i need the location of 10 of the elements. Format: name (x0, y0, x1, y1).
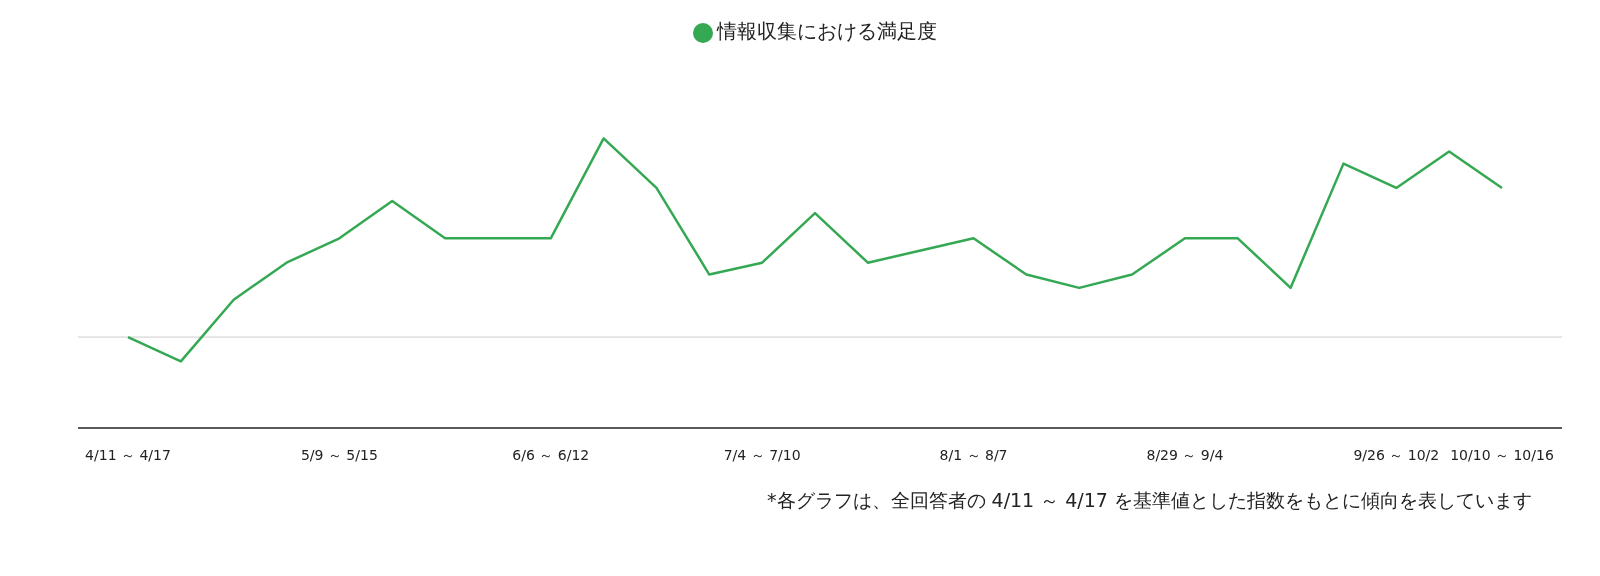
x-tick-label: 8/29 ～ 9/4 (1146, 446, 1224, 463)
x-tick-label: 9/26 ～ 10/2 (1353, 446, 1440, 463)
x-tick-label: 6/6 ～ 6/12 (512, 446, 590, 463)
x-tick-label: 8/1 ～ 8/7 (939, 446, 1008, 463)
legend-label: 情報収集における満足度 (717, 19, 937, 43)
text: *各グラフは、全回答者の 4/11 ～ 4/17 を基準値とした指数をもとに傾向を表しています (766, 488, 1533, 513)
x-tick-label: 4/11 ～ 4/17 (85, 446, 171, 463)
x-tick-label: 10/10 ～ 10/16 (1450, 446, 1554, 463)
x-tick-label: 7/4 ～ 7/10 (723, 446, 801, 463)
x-tick-label: 5/9 ～ 5/15 (300, 446, 378, 463)
